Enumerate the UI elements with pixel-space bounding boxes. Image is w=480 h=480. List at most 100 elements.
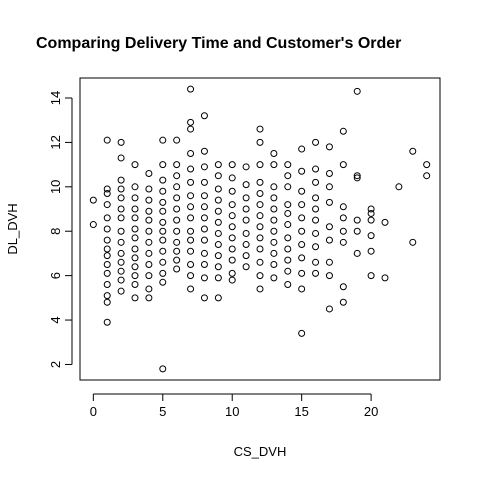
point [256,285,264,293]
point [312,243,320,251]
point [339,214,347,222]
point [312,216,320,224]
point [103,245,111,253]
x-tick-label: 0 [90,404,97,419]
y-tick-label: 8 [48,228,63,235]
point [214,207,222,215]
point [117,238,125,246]
point [131,263,139,271]
x-tick-label: 5 [159,404,166,419]
point [159,187,167,195]
point [103,225,111,233]
point [103,185,111,193]
point [256,189,264,197]
y-axis-label: DL_DVH [5,203,20,254]
chart-title: Comparing Delivery Time and Customer's O… [36,35,401,52]
point [312,229,320,237]
point [312,269,320,277]
point [145,272,153,280]
point [117,205,125,213]
point [159,161,167,169]
point [339,227,347,235]
point [298,214,306,222]
point [117,276,125,284]
point [187,272,195,280]
point [395,183,403,191]
point [353,174,361,182]
point [298,167,306,175]
point [284,172,292,180]
point [284,281,292,289]
point [187,178,195,186]
point [117,258,125,266]
point [256,161,264,169]
point [187,150,195,157]
point [131,254,139,262]
point [298,269,306,277]
point [173,265,181,273]
point [214,185,222,193]
point [423,161,431,169]
point [117,138,125,146]
point [117,214,125,222]
point [298,227,306,235]
point [103,136,111,144]
point [298,329,306,337]
point [200,294,208,302]
point [339,238,347,246]
point [325,169,333,177]
point [145,196,153,204]
point [145,285,153,293]
point [117,185,125,193]
point [228,212,236,220]
point [256,272,264,280]
point [187,236,195,244]
point [284,221,292,229]
point [200,203,208,211]
point [228,223,236,231]
point [159,236,167,244]
point [409,147,417,155]
point [131,234,139,242]
point [173,238,181,246]
point [145,238,153,246]
point [187,203,195,211]
point [131,245,139,253]
point [270,261,278,269]
point [214,161,222,169]
point [270,205,278,213]
point [173,205,181,213]
point [284,183,292,191]
point [159,136,167,144]
point [284,256,292,264]
point [242,181,250,189]
point [214,294,222,302]
point [187,85,195,93]
y-tick-label: 4 [48,316,63,323]
point [256,125,264,133]
point [173,194,181,202]
point [270,150,278,157]
point [312,165,320,173]
point [173,136,181,144]
point [159,207,167,215]
y-tick-label: 2 [48,361,63,368]
point [187,285,195,293]
point [256,245,264,253]
point [381,218,389,226]
point [103,252,111,260]
point [256,234,264,242]
point [173,247,181,255]
point [228,234,236,242]
point [187,125,195,133]
point [214,241,222,249]
point [131,161,139,169]
point [159,278,167,286]
point [131,281,139,289]
point [159,365,167,373]
point [228,269,236,277]
point [131,194,139,202]
point [131,183,139,191]
point [131,294,139,302]
